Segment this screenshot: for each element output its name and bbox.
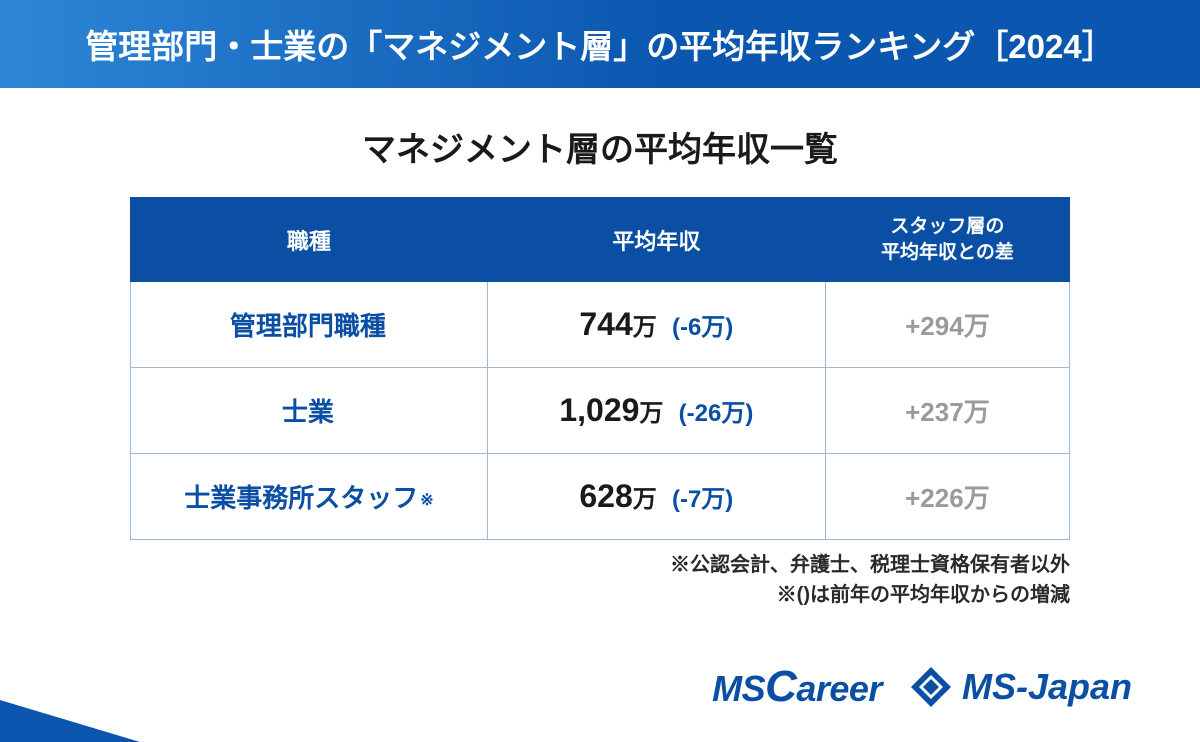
mscareer-ms: MS bbox=[712, 668, 765, 709]
diamond-icon bbox=[910, 666, 952, 708]
salary-value: 1,029 bbox=[559, 392, 639, 428]
logo-area: MSCareer MS-Japan bbox=[712, 662, 1132, 712]
salary-unit: 万 bbox=[639, 400, 663, 427]
title-banner: 管理部門・士業の「マネジメント層」の平均年収ランキング［2024］ bbox=[0, 0, 1200, 88]
table-row: 士業 1,029万 (-26万) +237万 bbox=[131, 368, 1070, 454]
salary-table-wrap: 職種 平均年収 スタッフ層の 平均年収との差 管理部門職種 744万 (-6万)… bbox=[0, 197, 1200, 540]
table-row: 士業事務所スタッフ※ 628万 (-7万) +226万 bbox=[131, 454, 1070, 540]
msjapan-text: MS-Japan bbox=[962, 666, 1132, 708]
salary-unit: 万 bbox=[633, 486, 657, 513]
diff-value: +237万 bbox=[905, 397, 990, 427]
salary-table: 職種 平均年収 スタッフ層の 平均年収との差 管理部門職種 744万 (-6万)… bbox=[130, 197, 1070, 540]
table-header-row: 職種 平均年収 スタッフ層の 平均年収との差 bbox=[131, 198, 1070, 282]
footnote-line: ※()は前年の平均年収からの増減 bbox=[130, 580, 1070, 610]
mscareer-c: C bbox=[765, 662, 796, 711]
msjapan-logo: MS-Japan bbox=[910, 666, 1132, 708]
salary-value: 744 bbox=[579, 306, 632, 342]
job-label: 士業 bbox=[282, 397, 334, 427]
th-job: 職種 bbox=[131, 198, 488, 282]
job-cell: 士業 bbox=[131, 368, 488, 454]
page-title: 管理部門・士業の「マネジメント層」の平均年収ランキング［2024］ bbox=[85, 20, 1114, 68]
job-label: 士業事務所スタッフ bbox=[184, 483, 418, 513]
salary-cell: 628万 (-7万) bbox=[487, 454, 825, 540]
corner-top-right bbox=[1060, 0, 1200, 42]
salary-cell: 1,029万 (-26万) bbox=[487, 368, 825, 454]
mscareer-rest: areer bbox=[796, 668, 882, 709]
corner-bottom-left bbox=[0, 700, 140, 742]
salary-cell: 744万 (-6万) bbox=[487, 282, 825, 368]
job-cell: 士業事務所スタッフ※ bbox=[131, 454, 488, 540]
th-salary: 平均年収 bbox=[487, 198, 825, 282]
table-row: 管理部門職種 744万 (-6万) +294万 bbox=[131, 282, 1070, 368]
diff-value: +294万 bbox=[905, 311, 990, 341]
th-diff-line2: 平均年収との差 bbox=[836, 240, 1059, 266]
diff-cell: +294万 bbox=[825, 282, 1069, 368]
th-diff-line1: スタッフ層の bbox=[836, 214, 1059, 240]
diff-cell: +237万 bbox=[825, 368, 1069, 454]
salary-unit: 万 bbox=[633, 314, 657, 341]
salary-value: 628 bbox=[579, 478, 632, 514]
diff-cell: +226万 bbox=[825, 454, 1069, 540]
job-cell: 管理部門職種 bbox=[131, 282, 488, 368]
job-label: 管理部門職種 bbox=[230, 311, 386, 341]
salary-change: (-26万) bbox=[679, 400, 754, 427]
subtitle: マネジメント層の平均年収一覧 bbox=[0, 122, 1200, 171]
salary-change: (-7万) bbox=[672, 486, 733, 513]
footnote-line: ※公認会計、弁護士、税理士資格保有者以外 bbox=[130, 550, 1070, 580]
salary-change: (-6万) bbox=[672, 314, 733, 341]
mscareer-logo: MSCareer bbox=[712, 662, 882, 712]
footnotes: ※公認会計、弁護士、税理士資格保有者以外 ※()は前年の平均年収からの増減 bbox=[130, 550, 1070, 610]
job-note: ※ bbox=[420, 492, 433, 509]
diff-value: +226万 bbox=[905, 483, 990, 513]
th-diff: スタッフ層の 平均年収との差 bbox=[825, 198, 1069, 282]
table-body: 管理部門職種 744万 (-6万) +294万 士業 1,029万 (-26万) bbox=[131, 282, 1070, 540]
